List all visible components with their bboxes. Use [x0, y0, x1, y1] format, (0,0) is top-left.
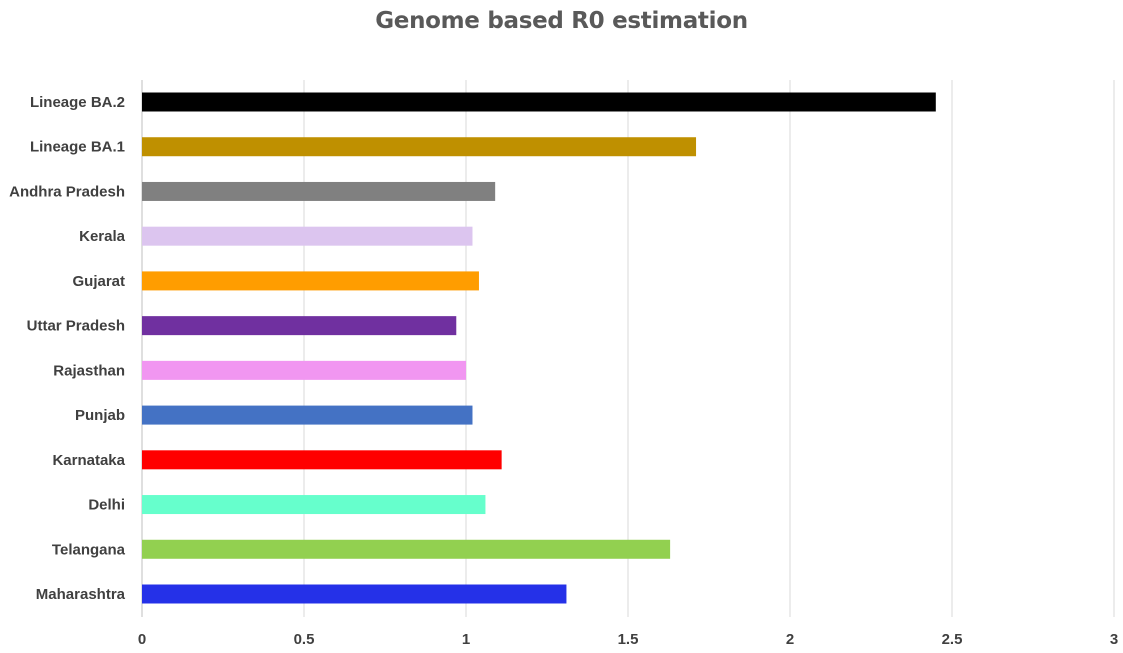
bar-lineage-ba-1 [142, 137, 697, 157]
bar-gujarat [142, 271, 479, 291]
x-tick-label: 1.5 [618, 631, 639, 648]
chart-title: Genome based R0 estimation [375, 8, 748, 34]
bar-karnataka [142, 450, 502, 470]
category-label: Rajasthan [53, 362, 125, 379]
bar-punjab [142, 405, 473, 425]
category-labels: Lineage BA.2 Lineage BA.1 Andhra Pradesh Ke… [9, 94, 126, 603]
category-label: Lineage BA.2 [30, 94, 125, 111]
category-label: Gujarat [72, 273, 125, 290]
category-label: Punjab [75, 407, 125, 424]
category-label: Telangana [52, 541, 126, 558]
category-label: Maharashtra [36, 586, 126, 603]
bar-andhra-pradesh [142, 181, 496, 201]
category-label: Karnataka [52, 452, 125, 469]
x-tick-label: 3 [1110, 631, 1118, 648]
category-label: Andhra Pradesh [9, 183, 125, 200]
bar-kerala [142, 226, 473, 246]
category-label: Lineage BA.1 [30, 139, 125, 156]
bar-telangana [142, 539, 671, 559]
bars [142, 92, 936, 604]
gridlines [141, 80, 1115, 617]
x-tick-label: 2.5 [942, 631, 963, 648]
x-tick-label: 1 [462, 631, 470, 648]
bar-rajasthan [142, 360, 466, 380]
bar-maharashtra [142, 584, 567, 604]
bar-delhi [142, 495, 486, 515]
bar-lineage-ba-2 [142, 92, 936, 112]
category-label: Delhi [88, 497, 125, 514]
bar-uttar-pradesh [142, 316, 457, 336]
category-label: Kerala [79, 228, 126, 245]
x-tick-labels: 0 0.5 1 1.5 2 2.5 3 [138, 631, 1118, 648]
x-tick-label: 0 [138, 631, 146, 648]
x-tick-label: 0.5 [294, 631, 315, 648]
category-label: Uttar Pradesh [27, 318, 125, 335]
x-tick-label: 2 [786, 631, 794, 648]
